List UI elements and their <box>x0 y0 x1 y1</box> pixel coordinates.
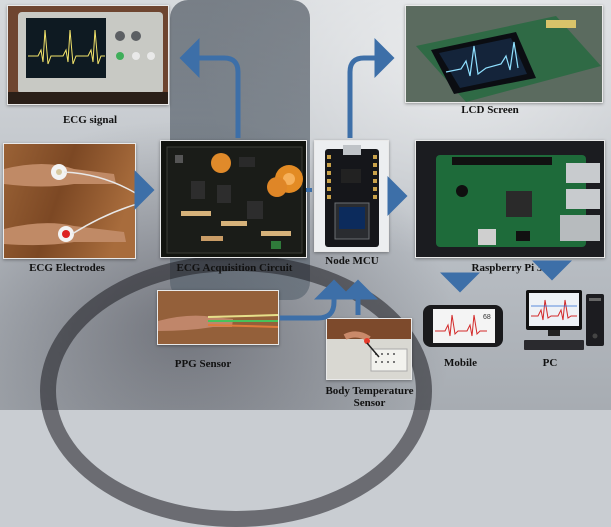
body-temperature-sensor-photo <box>326 318 412 380</box>
ecg-acquisition-circuit-photo <box>160 140 307 258</box>
lcd-screen-photo <box>405 5 603 103</box>
pc-image <box>524 290 604 350</box>
body-temperature-sensor-label-line2: Sensor <box>353 397 386 409</box>
ppg-sensor-photo <box>157 290 279 345</box>
mobile-label: Mobile <box>444 357 477 369</box>
ecg-signal-label: ECG signal <box>62 114 118 126</box>
electrodes-image <box>4 144 135 258</box>
raspberry-pi-label: Raspberry Pi 3 <box>471 262 543 274</box>
mobile-device: 68 <box>421 303 505 349</box>
body-temperature-sensor-label-line1: Body Temperature <box>325 385 414 397</box>
mobile-screen-value: 68 <box>483 314 491 321</box>
raspberry-pi-photo <box>415 140 605 258</box>
ppg-sensor-label: PPG Sensor <box>174 358 232 370</box>
pc-label: PC <box>542 357 558 369</box>
raspberry-pi-image <box>416 141 604 257</box>
ppg-image <box>158 291 278 344</box>
lcd-screen-label: LCD Screen <box>461 104 519 116</box>
arrow-node-mcu-to-lcd <box>347 38 395 138</box>
lcd-image <box>406 6 602 102</box>
oscilloscope-image <box>8 6 168 104</box>
temperature-sensor-image <box>327 319 411 379</box>
ecg-electrodes-label: ECG Electrodes <box>29 262 105 274</box>
node-mcu-image <box>315 141 388 251</box>
connection-arrows <box>134 38 572 321</box>
node-mcu-photo <box>314 140 389 252</box>
pc-device <box>520 288 606 354</box>
arrow-ppg-to-node-mcu <box>280 279 354 321</box>
mobile-image: 68 <box>423 305 503 347</box>
ecg-signal-photo <box>7 5 169 105</box>
ecg-electrodes-photo <box>3 143 136 259</box>
arrow-circuit-to-ecg-signal <box>179 38 241 138</box>
ecg-acquisition-circuit-label: ECG Acquisition Circuit <box>176 262 293 274</box>
circuit-board-image <box>161 141 306 257</box>
node-mcu-label: Node MCU <box>325 255 379 267</box>
